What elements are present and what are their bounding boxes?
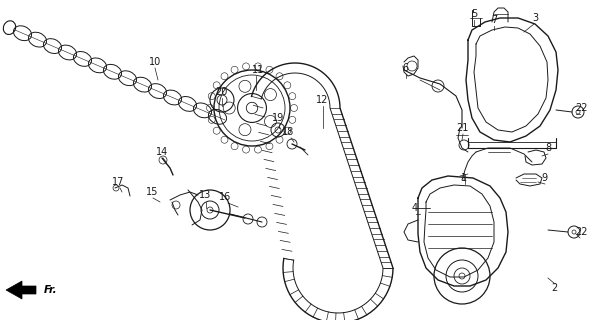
Text: 6: 6	[402, 63, 408, 73]
Text: 16: 16	[219, 192, 231, 202]
Text: 13: 13	[199, 190, 211, 200]
Text: 7: 7	[491, 15, 497, 25]
Text: Fr.: Fr.	[44, 285, 57, 295]
Text: 18: 18	[282, 127, 294, 137]
Polygon shape	[6, 281, 36, 299]
Text: 14: 14	[156, 147, 168, 157]
Text: 19: 19	[272, 113, 284, 123]
Text: 8: 8	[545, 143, 551, 153]
Text: 22: 22	[576, 103, 588, 113]
Text: 2: 2	[551, 283, 557, 293]
Text: 17: 17	[112, 177, 124, 187]
Text: 22: 22	[576, 227, 588, 237]
Text: 5: 5	[471, 9, 477, 19]
Text: 4: 4	[412, 203, 418, 213]
Text: 11: 11	[252, 65, 264, 75]
Text: 9: 9	[541, 173, 547, 183]
Text: 15: 15	[146, 187, 158, 197]
Text: 3: 3	[532, 13, 538, 23]
Text: 12: 12	[316, 95, 328, 105]
Text: 20: 20	[215, 87, 227, 97]
Text: 1: 1	[461, 173, 467, 183]
Text: 10: 10	[149, 57, 161, 67]
Text: 21: 21	[456, 123, 468, 133]
